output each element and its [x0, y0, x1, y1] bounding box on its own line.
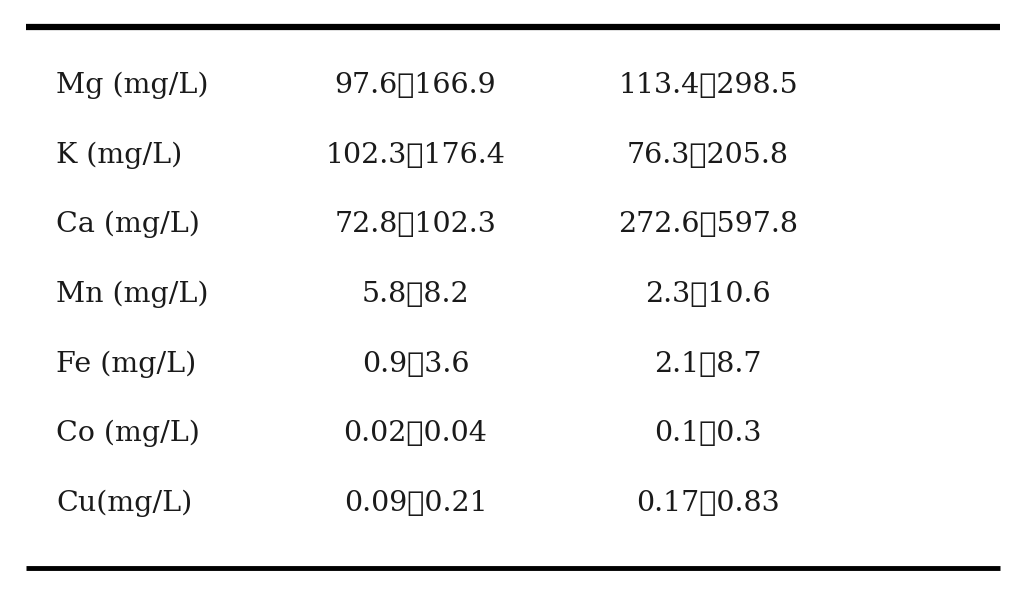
- Text: 0.02～0.04: 0.02～0.04: [344, 420, 487, 447]
- Text: 0.09～0.21: 0.09～0.21: [344, 490, 487, 517]
- Text: 97.6～166.9: 97.6～166.9: [334, 72, 497, 99]
- Text: 2.3～10.6: 2.3～10.6: [645, 281, 771, 308]
- Text: 0.1～0.3: 0.1～0.3: [655, 420, 761, 447]
- Text: Cu(mg/L): Cu(mg/L): [56, 490, 193, 517]
- Text: 0.9～3.6: 0.9～3.6: [362, 350, 469, 378]
- Text: Mg (mg/L): Mg (mg/L): [56, 72, 209, 99]
- Text: 5.8～8.2: 5.8～8.2: [362, 281, 469, 308]
- Text: Ca (mg/L): Ca (mg/L): [56, 211, 200, 238]
- Text: 2.1～8.7: 2.1～8.7: [655, 350, 761, 378]
- Text: Mn (mg/L): Mn (mg/L): [56, 281, 209, 308]
- Text: 113.4～298.5: 113.4～298.5: [618, 72, 798, 99]
- Text: K (mg/L): K (mg/L): [56, 142, 183, 169]
- Text: Fe (mg/L): Fe (mg/L): [56, 350, 197, 378]
- Text: Co (mg/L): Co (mg/L): [56, 420, 200, 447]
- Text: 72.8～102.3: 72.8～102.3: [334, 211, 497, 238]
- Text: 102.3～176.4: 102.3～176.4: [325, 142, 506, 169]
- Text: 272.6～597.8: 272.6～597.8: [618, 211, 798, 238]
- Text: 76.3～205.8: 76.3～205.8: [627, 142, 789, 169]
- Text: 0.17～0.83: 0.17～0.83: [636, 490, 780, 517]
